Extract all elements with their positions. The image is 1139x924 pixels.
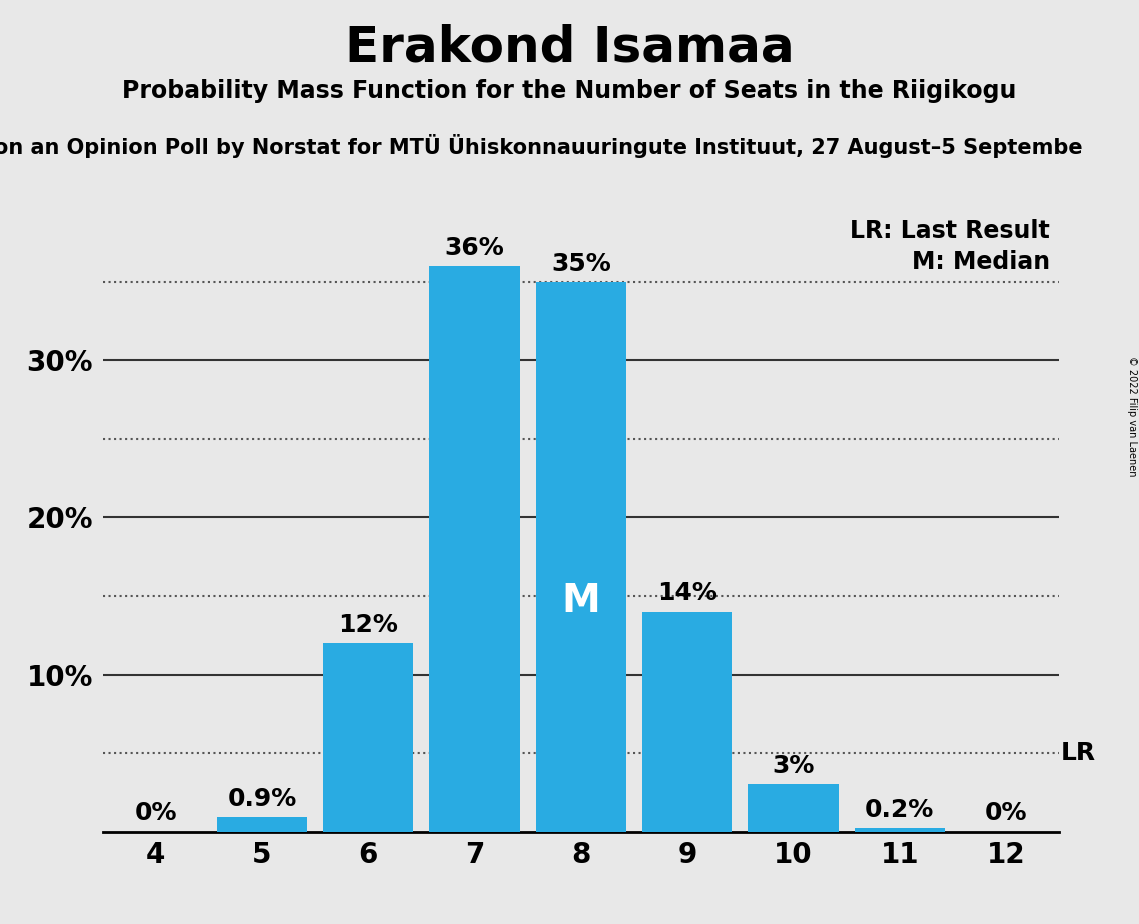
Text: M: M <box>562 582 600 620</box>
Text: on an Opinion Poll by Norstat for MTÜ Ühiskonnauuringute Instituut, 27 August–5 : on an Opinion Poll by Norstat for MTÜ Üh… <box>0 134 1083 158</box>
Text: 36%: 36% <box>444 236 505 260</box>
Bar <box>854 829 945 832</box>
Bar <box>323 643 413 832</box>
Bar <box>642 612 732 832</box>
Bar <box>748 784 838 832</box>
Bar <box>216 818 308 832</box>
Text: 0.2%: 0.2% <box>866 798 934 822</box>
Text: LR: LR <box>1062 741 1097 765</box>
Text: © 2022 Filip van Laenen: © 2022 Filip van Laenen <box>1126 356 1137 476</box>
Bar <box>535 282 626 832</box>
Text: LR: Last Result: LR: Last Result <box>850 219 1050 243</box>
Text: 14%: 14% <box>657 581 718 605</box>
Text: 0%: 0% <box>985 801 1027 825</box>
Text: 35%: 35% <box>551 251 611 275</box>
Text: Probability Mass Function for the Number of Seats in the Riigikogu: Probability Mass Function for the Number… <box>122 79 1017 103</box>
Text: 0%: 0% <box>134 801 177 825</box>
Text: 3%: 3% <box>772 754 814 778</box>
Text: Erakond Isamaa: Erakond Isamaa <box>345 23 794 71</box>
Bar <box>429 266 519 832</box>
Text: M: Median: M: Median <box>911 250 1050 274</box>
Text: 0.9%: 0.9% <box>228 787 296 811</box>
Text: 12%: 12% <box>338 613 399 637</box>
